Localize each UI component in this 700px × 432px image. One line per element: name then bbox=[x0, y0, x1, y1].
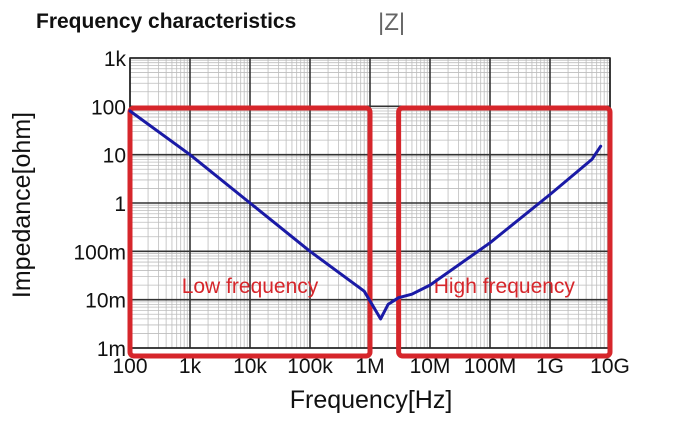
low-frequency-label: Low frequency bbox=[182, 275, 319, 298]
x-tick-label: 10k bbox=[233, 355, 267, 378]
y-tick-label: 100 bbox=[91, 96, 126, 119]
x-tick-label: 100M bbox=[464, 355, 517, 378]
high-frequency-label: High frequency bbox=[434, 275, 576, 298]
chart-title: Frequency characteristics bbox=[36, 10, 296, 33]
y-tick-label: 100m bbox=[73, 241, 126, 264]
series-layer bbox=[128, 109, 603, 321]
high-frequency-region bbox=[396, 105, 613, 359]
y-tick-label: 1m bbox=[97, 338, 126, 361]
x-axis-label: Frequency[Hz] bbox=[290, 386, 453, 414]
y-axis-ticks: 1k 100 10 1 100m 10m 1m bbox=[73, 48, 126, 361]
chart-subtitle: |Z| bbox=[378, 9, 405, 36]
x-tick-label: 10M bbox=[410, 355, 451, 378]
x-tick-label: 100 bbox=[112, 355, 147, 378]
x-axis-ticks: 100 1k 10k 100k 1M 10M 100M 1G 10G bbox=[112, 355, 629, 378]
y-tick-label: 1k bbox=[104, 48, 127, 71]
x-tick-label: 1M bbox=[355, 355, 384, 378]
y-tick-label: 10m bbox=[85, 290, 126, 313]
y-tick-label: 1 bbox=[114, 193, 126, 216]
x-tick-label: 1G bbox=[536, 355, 564, 378]
low-frequency-region bbox=[127, 105, 373, 359]
x-tick-label: 10G bbox=[590, 355, 630, 378]
y-tick-label: 10 bbox=[103, 145, 126, 168]
y-axis-label: Impedance[ohm] bbox=[8, 112, 36, 298]
impedance-curve bbox=[128, 109, 603, 321]
x-tick-label: 1k bbox=[179, 355, 202, 378]
regions: Low frequency High frequency bbox=[127, 105, 613, 359]
x-tick-label: 100k bbox=[287, 355, 333, 378]
